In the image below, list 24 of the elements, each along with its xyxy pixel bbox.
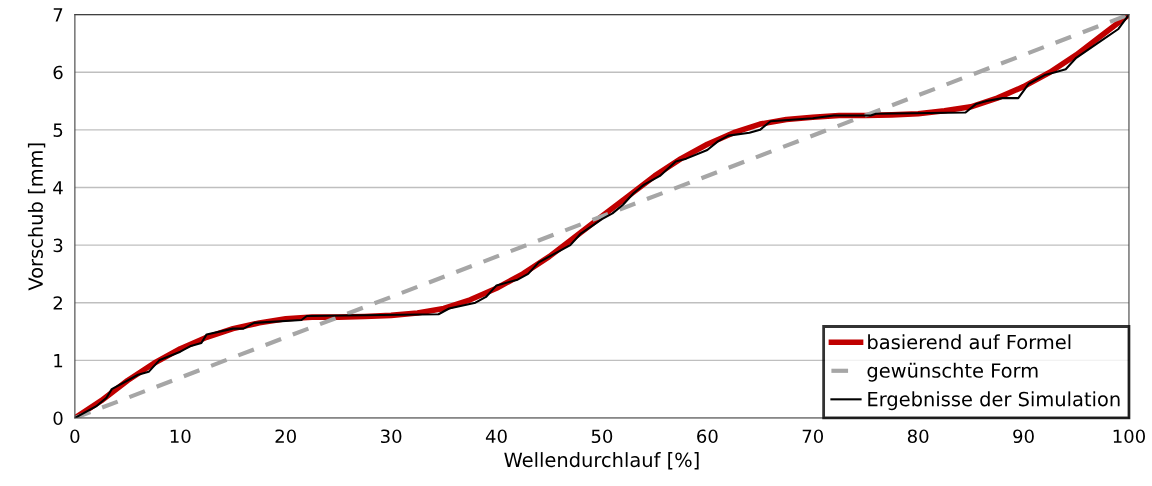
x-tick-label: 70 (802, 429, 824, 444)
y-tick-label: 4 (53, 181, 63, 195)
x-tick-label: 30 (380, 429, 402, 444)
x-tick-label: 20 (275, 429, 296, 444)
y-axis-title: Vorschub [mm] (27, 143, 46, 291)
x-tick-label: 50 (591, 429, 613, 444)
y-tick-label: 0 (53, 411, 63, 426)
x-tick-label: 90 (1013, 429, 1034, 444)
y-tick-label: 7 (53, 8, 63, 22)
x-tick-label: 60 (697, 429, 718, 444)
y-tick-label: 1 (54, 354, 63, 368)
x-axis-title: Wellendurchlauf [%] (504, 452, 699, 470)
x-tick-label: 100 (1113, 429, 1145, 444)
y-tick-label: 2 (53, 296, 62, 310)
legend-label: basierend auf Formel (868, 334, 1071, 350)
y-tick-label: 3 (53, 238, 63, 253)
x-tick-label: 80 (907, 429, 929, 444)
y-tick-label: 5 (53, 123, 63, 137)
x-tick-label: 40 (485, 429, 507, 444)
x-tick-label: 0 (70, 429, 80, 444)
legend-label: gewünschte Form (867, 362, 1038, 382)
legend-label: Ergebnisse der Simulation (868, 391, 1120, 411)
x-tick-label: 10 (170, 429, 191, 444)
y-tick-label: 6 (53, 65, 63, 80)
